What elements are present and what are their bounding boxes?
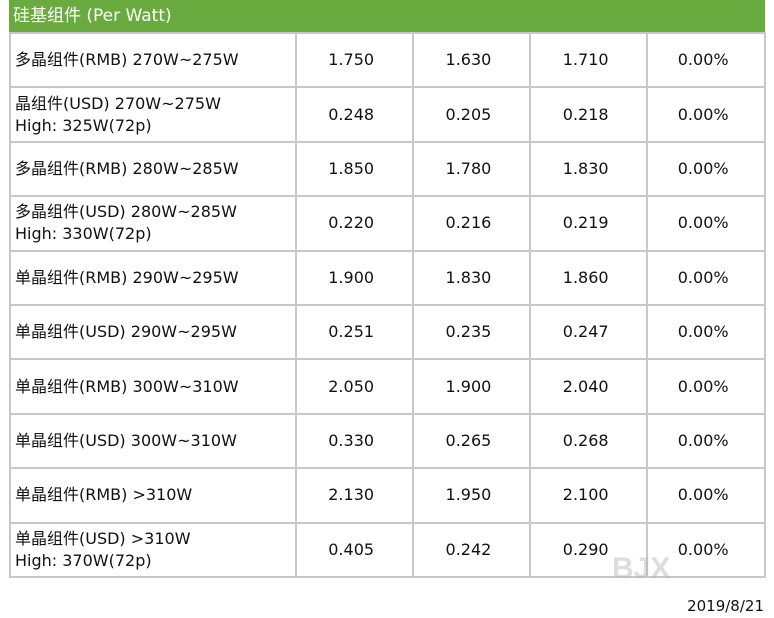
product-label: 单晶组件(RMB) 300W~310W [9, 358, 297, 415]
product-note: High: 370W(72p) [15, 550, 152, 570]
price-cell-chg: 0.00% [646, 86, 766, 143]
product-name: 单晶组件(RMB) 300W~310W [15, 376, 239, 396]
price-cell-chg: 0.00% [646, 140, 766, 198]
price-cell-v3: 1.830 [529, 140, 649, 198]
price-cell-v2: 1.780 [411, 140, 532, 198]
price-cell-chg: 0.00% [646, 31, 766, 89]
product-label: 晶组件(USD) 270W~275W High: 325W(72p) [9, 86, 297, 143]
product-name: 晶组件(USD) 270W~275W [15, 93, 221, 113]
product-label: 单晶组件(USD) 290W~295W [9, 303, 297, 361]
price-cell-v2: 1.830 [411, 249, 532, 306]
price-cell-v1: 0.220 [294, 195, 414, 252]
price-cell-v3: 0.290 [529, 521, 649, 578]
price-cell-v1: 0.248 [294, 86, 414, 143]
price-cell-chg: 0.00% [646, 195, 766, 252]
table-row: 单晶组件(USD) >310W High: 370W(72p) 0.405 0.242… [9, 521, 766, 578]
date-label: 2019/8/21 [687, 597, 764, 615]
product-label: 单晶组件(RMB) >310W [9, 467, 297, 524]
product-name: 单晶组件(RMB) 290W~295W [15, 267, 239, 287]
product-label: 多晶组件(USD) 280W~285W High: 330W(72p) [9, 195, 297, 252]
price-cell-v1: 2.130 [294, 467, 414, 524]
price-cell-v2: 0.235 [411, 303, 532, 361]
price-table: 多晶组件(RMB) 270W~275W 1.750 1.630 1.710 0.00% 晶… [9, 31, 766, 578]
product-name: 多晶组件(RMB) 270W~275W [15, 50, 239, 70]
price-cell-v2: 0.205 [411, 86, 532, 143]
table-row: 多晶组件(RMB) 270W~275W 1.750 1.630 1.710 0.00% [9, 31, 766, 89]
price-cell-v3: 0.268 [529, 412, 649, 470]
table-row: 单晶组件(USD) 300W~310W 0.330 0.265 0.268 0.00% [9, 412, 766, 470]
price-cell-v2: 1.630 [411, 31, 532, 89]
price-cell-v2: 0.242 [411, 521, 532, 578]
table-row: 单晶组件(RMB) >310W 2.130 1.950 2.100 0.00% [9, 467, 766, 524]
price-cell-v1: 0.330 [294, 412, 414, 470]
table-row: 多晶组件(RMB) 280W~285W 1.850 1.780 1.830 0.00% [9, 140, 766, 198]
product-note: High: 330W(72p) [15, 224, 152, 244]
price-cell-chg: 0.00% [646, 249, 766, 306]
table-header: 硅基组件 (Per Watt) [9, 0, 765, 32]
product-name: 多晶组件(RMB) 280W~285W [15, 158, 239, 178]
price-cell-v2: 1.950 [411, 467, 532, 524]
product-label: 单晶组件(USD) 300W~310W [9, 412, 297, 470]
price-cell-v1: 1.900 [294, 249, 414, 306]
product-label: 多晶组件(RMB) 280W~285W [9, 140, 297, 198]
product-name: 单晶组件(RMB) >310W [15, 485, 193, 505]
table-row: 单晶组件(RMB) 290W~295W 1.900 1.830 1.860 0.00% [9, 249, 766, 306]
product-label: 单晶组件(USD) >310W High: 370W(72p) [9, 521, 297, 578]
price-cell-v1: 1.850 [294, 140, 414, 198]
price-cell-v2: 0.216 [411, 195, 532, 252]
price-cell-v1: 2.050 [294, 358, 414, 415]
product-name: 多晶组件(USD) 280W~285W [15, 202, 237, 222]
price-cell-chg: 0.00% [646, 358, 766, 415]
price-cell-v3: 2.040 [529, 358, 649, 415]
price-cell-chg: 0.00% [646, 412, 766, 470]
product-label: 多晶组件(RMB) 270W~275W [9, 31, 297, 89]
price-cell-v1: 1.750 [294, 31, 414, 89]
price-cell-v3: 1.860 [529, 249, 649, 306]
price-cell-v1: 0.251 [294, 303, 414, 361]
price-cell-v2: 1.900 [411, 358, 532, 415]
price-cell-v3: 0.219 [529, 195, 649, 252]
product-name: 单晶组件(USD) >310W [15, 528, 191, 548]
table-row: 单晶组件(USD) 290W~295W 0.251 0.235 0.247 0.00% [9, 303, 766, 361]
table-row: 晶组件(USD) 270W~275W High: 325W(72p) 0.248 0.… [9, 86, 766, 143]
product-name: 单晶组件(USD) 300W~310W [15, 430, 237, 450]
price-cell-v3: 1.710 [529, 31, 649, 89]
product-name: 单晶组件(USD) 290W~295W [15, 322, 237, 342]
price-cell-v1: 0.405 [294, 521, 414, 578]
price-cell-v3: 0.247 [529, 303, 649, 361]
price-cell-v2: 0.265 [411, 412, 532, 470]
price-cell-v3: 2.100 [529, 467, 649, 524]
price-cell-chg: 0.00% [646, 467, 766, 524]
product-label: 单晶组件(RMB) 290W~295W [9, 249, 297, 306]
price-cell-v3: 0.218 [529, 86, 649, 143]
price-cell-chg: 0.00% [646, 303, 766, 361]
table-row: 单晶组件(RMB) 300W~310W 2.050 1.900 2.040 0.00% [9, 358, 766, 415]
table-row: 多晶组件(USD) 280W~285W High: 330W(72p) 0.220 0… [9, 195, 766, 252]
price-cell-chg: 0.00% [646, 521, 766, 578]
product-note: High: 325W(72p) [15, 115, 152, 135]
watermark-logo: BJX [612, 552, 671, 585]
